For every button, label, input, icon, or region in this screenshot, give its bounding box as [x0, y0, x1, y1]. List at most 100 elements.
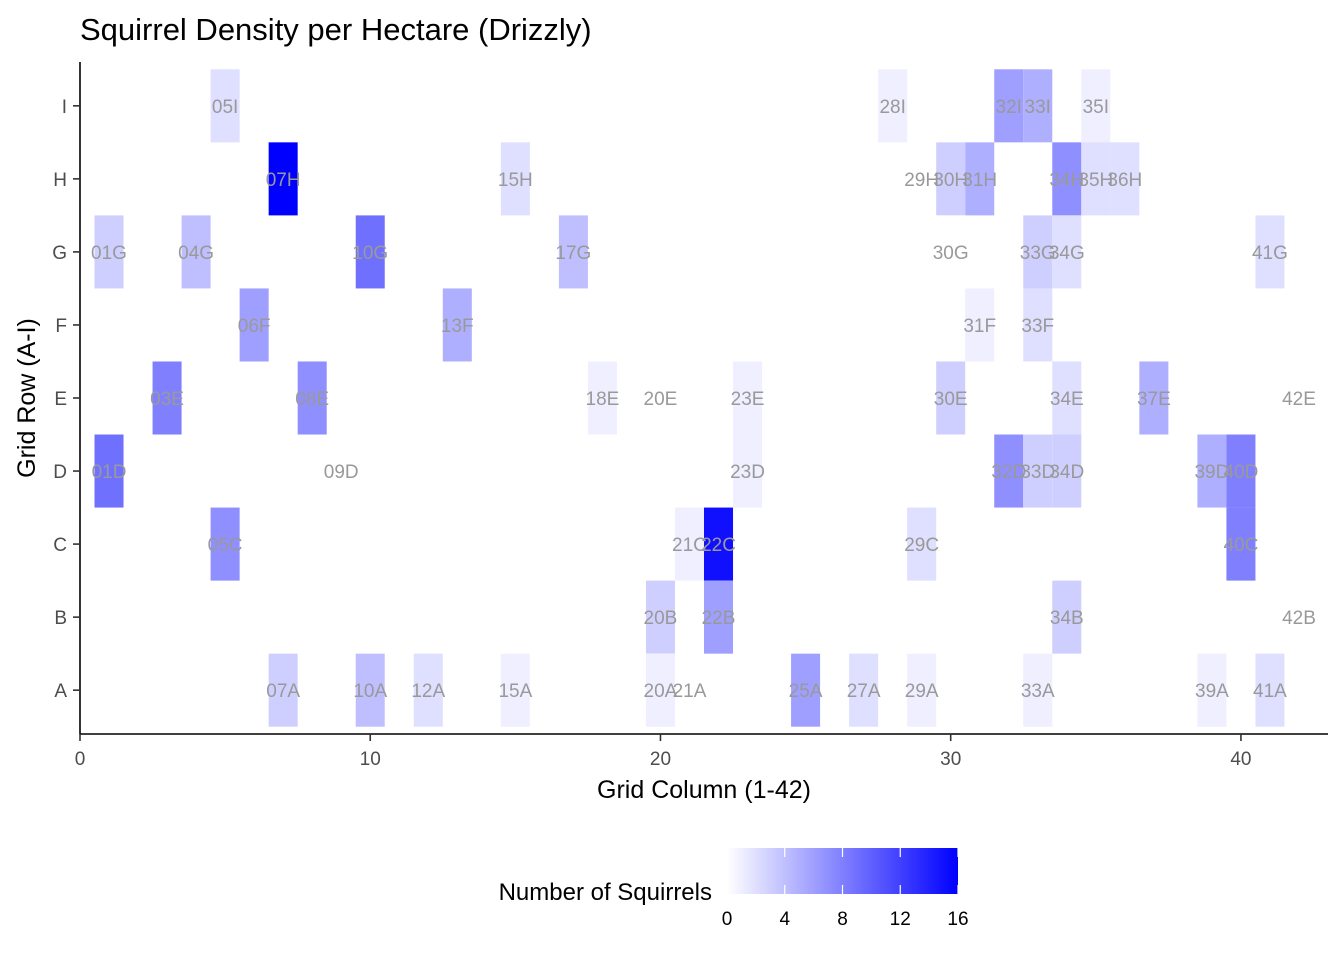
cell-label: 34H [1049, 170, 1084, 191]
cell-label: 01D [92, 462, 127, 483]
cell-label: 04G [178, 243, 214, 264]
cell-label: 15A [498, 681, 532, 702]
heatmap-cell [907, 142, 937, 216]
heatmap-cell [1197, 434, 1227, 508]
cell-label: 13F [441, 316, 474, 337]
cell-label: 39A [1195, 681, 1229, 702]
y-axis-ticks: A B C D E F G H I [52, 97, 80, 702]
heatmap-cell [965, 288, 995, 362]
y-tick-label: B [54, 608, 67, 629]
heatmap-cell [1255, 215, 1285, 289]
heatmap-cell [1023, 434, 1053, 508]
heatmap-cell [181, 215, 211, 289]
heatmap-cell [1226, 434, 1256, 508]
heatmap-cell [1139, 361, 1169, 435]
cell-label: 42E [1282, 389, 1316, 410]
heatmap-cell [1023, 215, 1053, 289]
heatmap-cell [94, 434, 124, 508]
heatmap-cell [94, 215, 124, 289]
cell-label: 12A [411, 681, 445, 702]
heatmap-cells [94, 69, 1314, 727]
heatmap-cell [936, 142, 966, 216]
y-tick-label: H [53, 170, 67, 191]
cell-label: 17G [555, 243, 591, 264]
cell-label: 31H [962, 170, 997, 191]
cell-label: 33G [1020, 243, 1056, 264]
cell-label: 03E [150, 389, 184, 410]
y-tick-label: D [53, 462, 67, 483]
heatmap-cell [442, 288, 472, 362]
heatmap-cell [1023, 653, 1053, 727]
cell-label: 40D [1224, 462, 1259, 483]
heatmap-cell [994, 434, 1024, 508]
heatmap-cell [587, 361, 617, 435]
heatmap-cell [1052, 215, 1082, 289]
cell-label: 37E [1137, 389, 1171, 410]
chart-title: Squirrel Density per Hectare (Drizzly) [80, 12, 592, 47]
heatmap-cell [791, 653, 821, 727]
cell-label: 07A [266, 681, 300, 702]
heatmap-cell [849, 653, 879, 727]
cell-label: 30E [934, 389, 968, 410]
cell-label: 08E [295, 389, 329, 410]
heatmap-cell [936, 361, 966, 435]
heatmap-cell [704, 507, 734, 581]
heatmap-cell [210, 507, 240, 581]
cell-label: 10A [353, 681, 387, 702]
heatmap-cell [1284, 361, 1314, 435]
cell-label: 31F [963, 316, 996, 337]
cell-label: 41A [1253, 681, 1287, 702]
cell-label: 15H [498, 170, 533, 191]
heatmap-cell [704, 580, 734, 654]
y-tick-label: G [52, 243, 67, 264]
heatmap-cell [965, 142, 995, 216]
heatmap-cell [152, 361, 182, 435]
cell-label: 28I [879, 97, 905, 118]
y-tick-label: I [62, 97, 67, 118]
legend-tick-label: 16 [947, 909, 968, 930]
heatmap-cell [1052, 361, 1082, 435]
legend-title: Number of Squirrels [499, 879, 712, 906]
heatmap-cell [355, 215, 385, 289]
cell-label: 34G [1049, 243, 1085, 264]
cell-label: 30H [933, 170, 968, 191]
cell-label: 35H [1078, 170, 1113, 191]
heatmap-cell [1081, 69, 1111, 143]
cell-label: 29H [904, 170, 939, 191]
cell-label: 32I [996, 97, 1022, 118]
heatmap-cell [645, 361, 675, 435]
x-tick-label: 10 [360, 749, 381, 770]
heatmap-cell [558, 215, 588, 289]
x-tick-label: 40 [1230, 749, 1251, 770]
cell-label: 29A [905, 681, 939, 702]
cell-label: 20E [644, 389, 678, 410]
cell-label: 09D [324, 462, 359, 483]
heatmap-cell [1023, 288, 1053, 362]
heatmap-cell [326, 434, 356, 508]
legend-tick-label: 4 [779, 909, 790, 930]
cell-label: 21A [673, 681, 707, 702]
heatmap-cell [210, 69, 240, 143]
heatmap-cell [907, 653, 937, 727]
cell-label: 18E [586, 389, 620, 410]
legend-tick-label: 0 [722, 909, 733, 930]
x-tick-label: 20 [650, 749, 671, 770]
y-tick-label: E [54, 389, 67, 410]
y-tick-label: F [55, 316, 67, 337]
cell-label: 27A [847, 681, 881, 702]
heatmap-cell [268, 142, 298, 216]
cell-label: 22B [702, 608, 736, 629]
heatmap-cell [645, 580, 675, 654]
heatmap-cell [268, 653, 298, 727]
cell-label: 21C [672, 535, 707, 556]
heatmap-cell [1052, 580, 1082, 654]
heatmap-cell [239, 288, 269, 362]
y-tick-label: C [53, 535, 67, 556]
cell-label: 34E [1050, 389, 1084, 410]
cell-label: 20B [644, 608, 678, 629]
cell-label: 41G [1252, 243, 1288, 264]
heatmap-cell [1255, 653, 1285, 727]
cell-label: 33I [1025, 97, 1051, 118]
heatmap-cell [1110, 142, 1140, 216]
x-tick-label: 0 [75, 749, 86, 770]
